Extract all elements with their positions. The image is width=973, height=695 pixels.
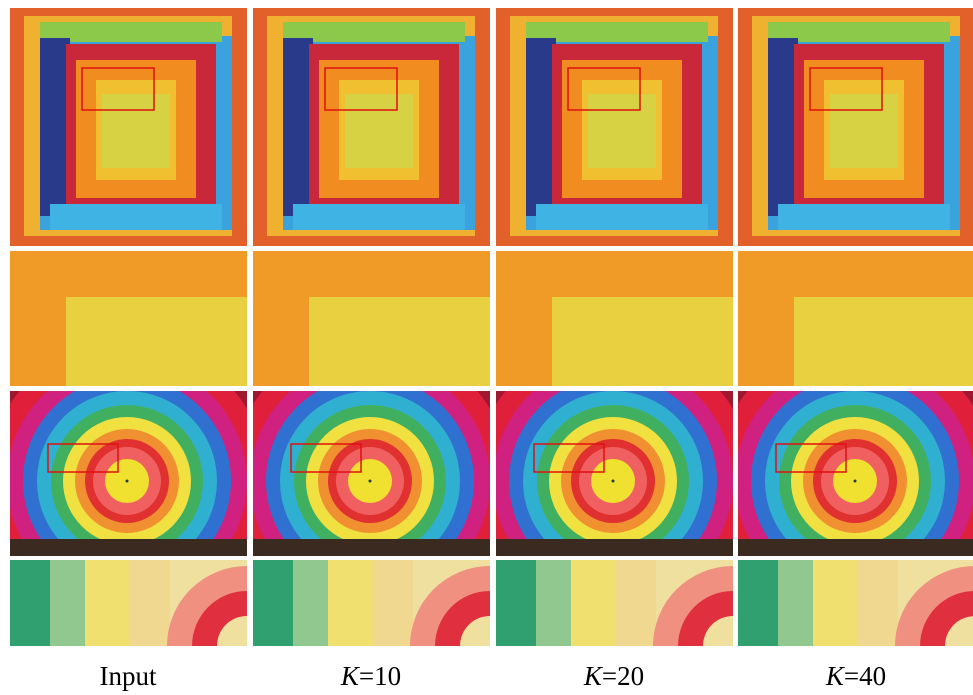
caption-variable: K <box>340 661 361 691</box>
column-caption: K=40 <box>825 661 886 691</box>
figure: InputK=10K=20K=40 <box>0 0 973 695</box>
image-panel <box>10 8 247 246</box>
image-panel <box>496 251 733 386</box>
image-panel <box>253 8 490 246</box>
image-panel <box>738 8 973 246</box>
column-caption: K=10 <box>340 661 401 691</box>
caption-text: Input <box>100 661 157 691</box>
image-panel <box>738 251 973 386</box>
column-caption: Input <box>100 661 157 691</box>
image-panel <box>496 8 733 246</box>
caption-text: =20 <box>602 661 644 691</box>
caption-text: =40 <box>844 661 886 691</box>
caption-variable: K <box>825 661 846 691</box>
caption-text: =10 <box>359 661 401 691</box>
image-panel <box>10 251 247 386</box>
caption-variable: K <box>583 661 604 691</box>
image-panel <box>253 251 490 386</box>
column-caption: K=20 <box>583 661 644 691</box>
